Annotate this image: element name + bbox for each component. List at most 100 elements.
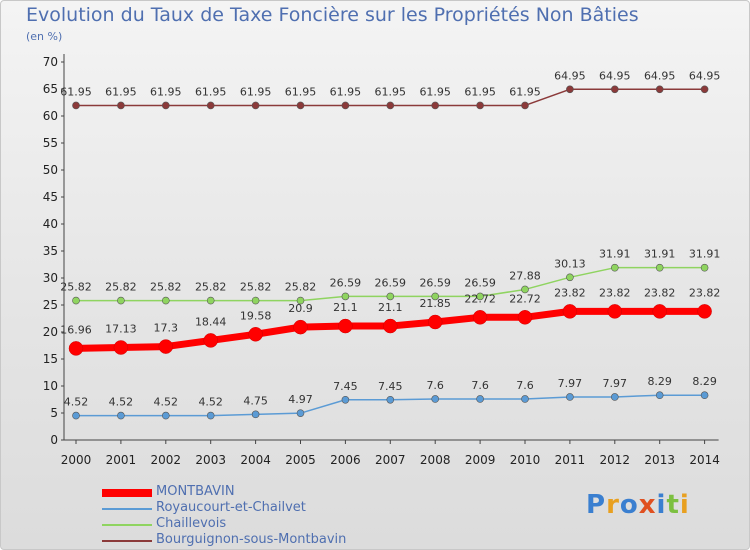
legend-label: Chaillevois: [156, 516, 227, 531]
data-point: [655, 391, 664, 400]
data-point: [427, 314, 443, 330]
data-label: 61.95: [195, 85, 227, 98]
y-tick-label: 60: [43, 109, 58, 123]
data-label: 21.1: [333, 301, 358, 314]
data-label: 61.95: [375, 85, 407, 98]
data-point: [652, 304, 667, 319]
data-label: 19.58: [240, 309, 272, 322]
y-tick-label: 0: [50, 433, 58, 447]
data-label: 30.13: [554, 257, 586, 270]
legend-swatch: [102, 524, 152, 526]
x-tick-label: 2001: [106, 453, 137, 467]
data-label: 25.82: [60, 281, 92, 294]
data-label: 61.95: [509, 85, 541, 98]
data-point: [341, 395, 350, 404]
x-tick-label: 2000: [61, 453, 92, 467]
data-point: [472, 310, 488, 325]
data-point: [607, 304, 623, 319]
data-label: 61.95: [419, 85, 451, 98]
x-tick-label: 2010: [510, 453, 541, 467]
data-point: [206, 296, 215, 305]
y-tick-label: 65: [43, 82, 58, 96]
legend-label: Royaucourt-et-Chailvet: [156, 500, 306, 515]
y-tick-label: 25: [43, 298, 58, 312]
data-point: [521, 285, 529, 294]
chart-series: [68, 85, 712, 420]
data-label: 64.95: [599, 69, 631, 82]
data-point: [117, 411, 125, 420]
data-label: 17.3: [154, 322, 179, 335]
y-tick-label: 70: [43, 55, 58, 69]
data-point: [431, 292, 440, 301]
data-point: [610, 393, 619, 401]
data-point: [431, 101, 440, 110]
data-label: 25.82: [195, 281, 227, 294]
data-label: 7.97: [558, 377, 583, 390]
y-tick-label: 50: [43, 163, 58, 177]
data-point: [386, 292, 395, 301]
data-label: 61.95: [240, 85, 272, 98]
x-tick-label: 2014: [689, 453, 720, 467]
data-label: 22.72: [509, 292, 541, 305]
data-label: 4.52: [109, 396, 134, 409]
x-tick-label: 2012: [600, 453, 631, 467]
data-label: 7.6: [471, 379, 489, 392]
y-tick-label: 45: [43, 190, 58, 204]
data-point: [476, 395, 484, 403]
data-point: [521, 395, 529, 403]
x-tick-label: 2003: [195, 453, 226, 467]
x-tick-label: 2002: [151, 453, 182, 467]
proxiti-logo: Proxiti: [586, 490, 690, 520]
data-point: [341, 292, 350, 301]
legend-label: Bourguignon-sous-Montbavin: [156, 532, 347, 547]
data-point: [566, 393, 574, 401]
data-point: [117, 101, 125, 110]
data-label: 18.44: [195, 315, 227, 328]
data-point: [158, 339, 174, 354]
y-tick-label: 35: [43, 244, 58, 258]
x-tick-label: 2009: [465, 453, 496, 467]
data-label: 25.82: [240, 281, 272, 294]
data-label: 21.85: [419, 297, 451, 310]
chart-data-labels: 61.95 61.95 61.95 61.95 61.95 61.95 61.95 61.95…: [60, 69, 720, 408]
data-point: [296, 409, 305, 417]
data-label: 22.72: [464, 292, 496, 305]
x-tick-label: 2007: [375, 453, 406, 467]
data-point: [72, 296, 80, 305]
data-point: [383, 318, 398, 334]
data-point: [113, 340, 129, 355]
data-point: [251, 410, 260, 419]
legend-swatch: [102, 540, 152, 542]
chart-axes: 0 5 10 15 20 25 30 35 40 45 50 55 60 65 70 2000 2001 2002…: [43, 54, 720, 467]
data-label: 25.82: [105, 281, 137, 294]
data-label: 4.52: [198, 396, 223, 409]
data-point: [162, 296, 170, 305]
data-point: [162, 411, 170, 420]
data-label: 8.29: [692, 375, 717, 388]
data-label: 27.88: [509, 269, 541, 282]
data-point: [251, 296, 260, 305]
data-point: [338, 318, 353, 334]
y-tick-label: 55: [43, 136, 58, 150]
y-tick-label: 40: [43, 217, 58, 231]
data-label: 7.97: [603, 377, 628, 390]
data-point: [162, 101, 170, 110]
data-label: 61.95: [105, 85, 137, 98]
data-point: [431, 395, 440, 403]
legend-swatch: [102, 508, 152, 510]
x-tick-label: 2008: [420, 453, 451, 467]
data-label: 4.52: [64, 396, 89, 409]
data-label: 26.59: [464, 276, 496, 289]
data-point: [697, 304, 712, 319]
data-point: [566, 85, 574, 94]
data-point: [700, 85, 709, 94]
x-tick-label: 2005: [285, 453, 316, 467]
data-label: 26.59: [375, 276, 407, 289]
data-point: [610, 85, 619, 94]
data-point: [566, 273, 574, 282]
data-label: 7.6: [426, 379, 444, 392]
data-label: 31.91: [644, 248, 676, 261]
data-label: 26.59: [419, 276, 451, 289]
